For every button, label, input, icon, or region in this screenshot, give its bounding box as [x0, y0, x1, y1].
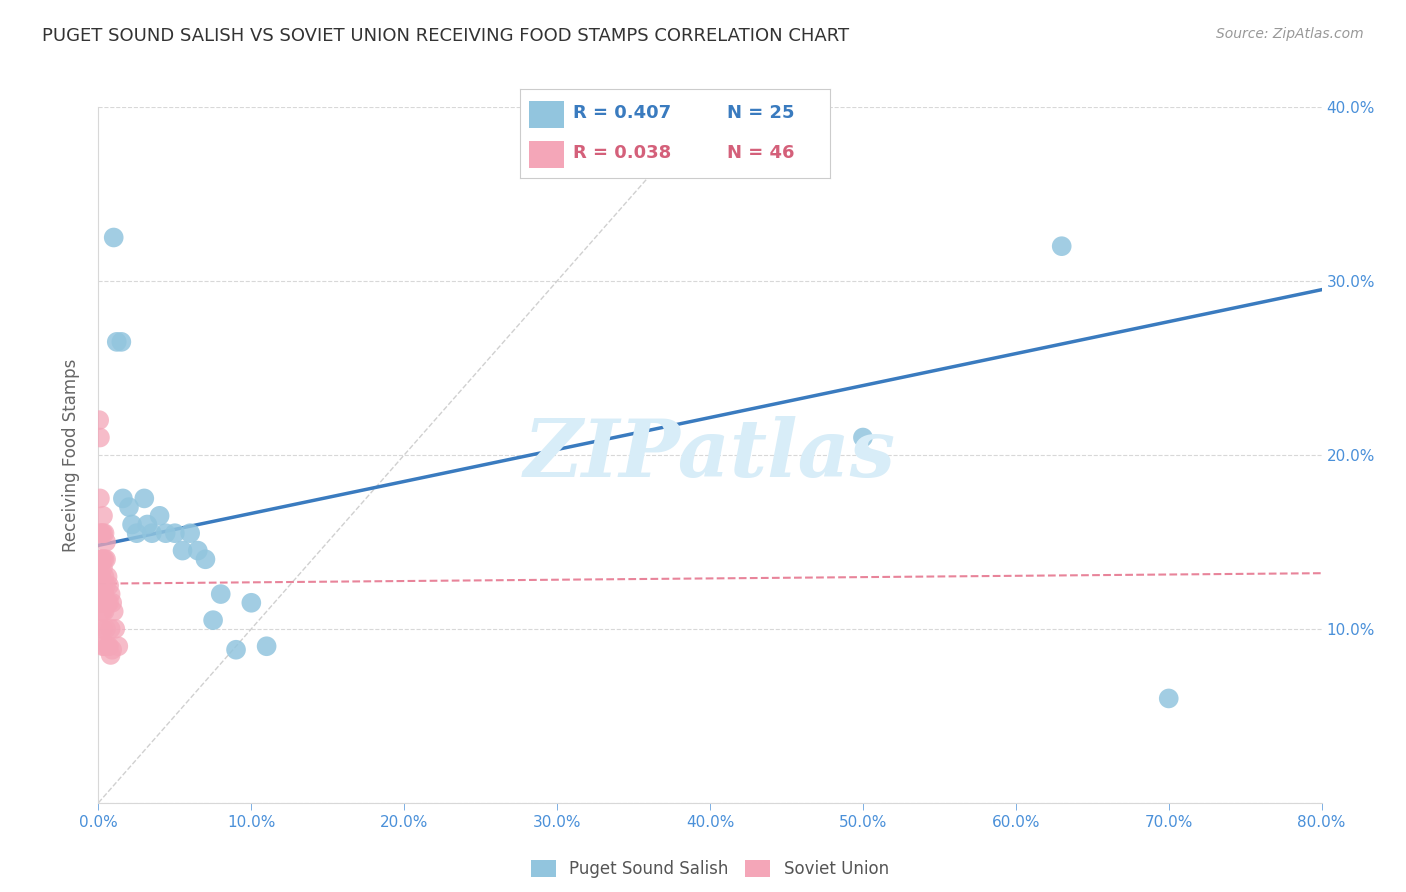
- Point: [179, 526, 201, 541]
- Point: [111, 491, 134, 506]
- Point: [240, 596, 263, 610]
- Point: [209, 587, 232, 601]
- Point: [187, 543, 209, 558]
- Point: [100, 587, 122, 601]
- Point: [225, 642, 247, 657]
- FancyBboxPatch shape: [530, 101, 564, 128]
- Point: [172, 543, 194, 558]
- Point: [89, 431, 111, 445]
- Text: R = 0.038: R = 0.038: [572, 145, 671, 162]
- Point: [93, 605, 115, 619]
- Point: [89, 552, 111, 566]
- Point: [136, 517, 159, 532]
- Point: [118, 500, 141, 514]
- Point: [194, 552, 217, 566]
- Point: [93, 552, 115, 566]
- Y-axis label: Receiving Food Stamps: Receiving Food Stamps: [62, 359, 80, 551]
- Point: [91, 508, 114, 523]
- Point: [90, 526, 112, 541]
- Point: [256, 639, 278, 653]
- Point: [1050, 239, 1073, 253]
- Point: [94, 552, 117, 566]
- Point: [94, 622, 117, 636]
- Text: N = 46: N = 46: [727, 145, 794, 162]
- Point: [101, 642, 124, 657]
- Point: [125, 526, 148, 541]
- Point: [104, 622, 127, 636]
- Point: [93, 587, 115, 601]
- Point: [98, 639, 121, 653]
- Point: [97, 570, 120, 584]
- Point: [91, 526, 114, 541]
- Point: [90, 570, 112, 584]
- Point: [91, 622, 114, 636]
- Point: [1157, 691, 1180, 706]
- Point: [134, 491, 156, 506]
- Point: [98, 578, 121, 592]
- Point: [100, 648, 122, 662]
- Point: [90, 596, 112, 610]
- Point: [93, 639, 115, 653]
- Point: [202, 613, 225, 627]
- Point: [91, 552, 114, 566]
- Point: [90, 587, 112, 601]
- Point: [91, 605, 114, 619]
- Point: [90, 622, 112, 636]
- Point: [93, 526, 115, 541]
- Point: [163, 526, 186, 541]
- Point: [89, 491, 111, 506]
- Point: [90, 552, 112, 566]
- Point: [93, 570, 115, 584]
- Point: [97, 596, 120, 610]
- Point: [107, 639, 129, 653]
- Text: ZIPatlas: ZIPatlas: [524, 417, 896, 493]
- Point: [94, 578, 117, 592]
- Point: [103, 605, 125, 619]
- Point: [91, 596, 114, 610]
- Text: N = 25: N = 25: [727, 104, 794, 122]
- Text: R = 0.407: R = 0.407: [572, 104, 671, 122]
- Text: PUGET SOUND SALISH VS SOVIET UNION RECEIVING FOOD STAMPS CORRELATION CHART: PUGET SOUND SALISH VS SOVIET UNION RECEI…: [42, 27, 849, 45]
- Point: [89, 526, 111, 541]
- Point: [89, 413, 111, 427]
- Point: [110, 334, 132, 349]
- Point: [91, 639, 114, 653]
- Legend: Puget Sound Salish, Soviet Union: Puget Sound Salish, Soviet Union: [524, 854, 896, 885]
- Point: [141, 526, 163, 541]
- Point: [91, 561, 114, 575]
- Point: [94, 534, 117, 549]
- Point: [90, 570, 112, 584]
- Point: [100, 622, 122, 636]
- Point: [97, 639, 120, 653]
- Point: [121, 517, 143, 532]
- Point: [90, 605, 112, 619]
- Point: [149, 508, 172, 523]
- Point: [155, 526, 177, 541]
- Point: [91, 578, 114, 592]
- Point: [103, 230, 125, 244]
- FancyBboxPatch shape: [530, 141, 564, 168]
- Text: Source: ZipAtlas.com: Source: ZipAtlas.com: [1216, 27, 1364, 41]
- Point: [101, 596, 124, 610]
- Point: [852, 431, 875, 445]
- Point: [98, 596, 121, 610]
- Point: [105, 334, 128, 349]
